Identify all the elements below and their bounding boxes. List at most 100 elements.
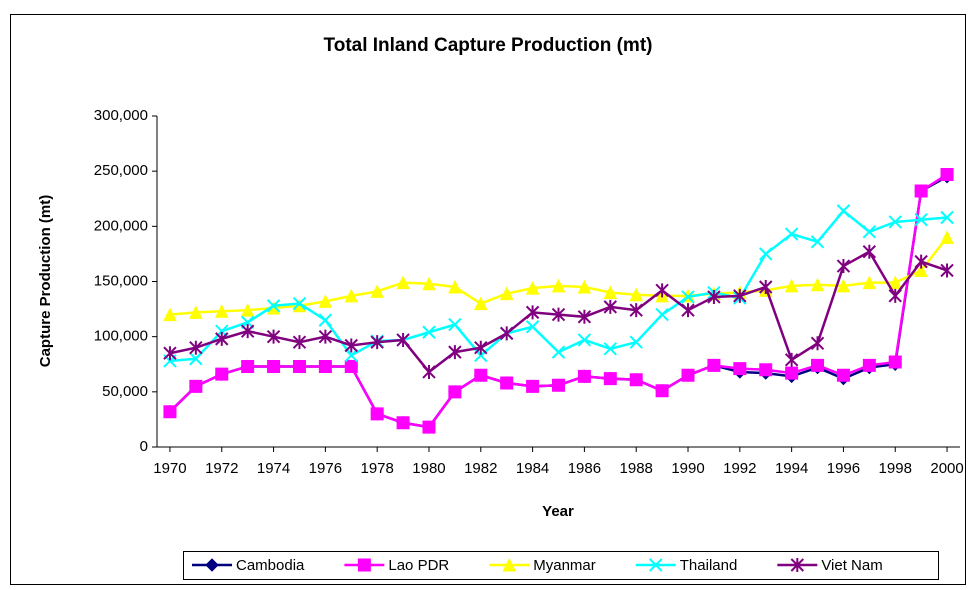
marker: [344, 288, 359, 303]
marker: [448, 385, 462, 399]
marker: [888, 275, 903, 290]
marker: [215, 367, 229, 381]
marker: [448, 317, 462, 332]
marker: [500, 376, 514, 390]
marker: [603, 372, 617, 386]
x-tick-label: 1990: [671, 460, 704, 477]
marker: [344, 338, 358, 353]
x-tick-label: 1986: [568, 460, 601, 477]
marker: [914, 263, 928, 277]
marker: [759, 280, 773, 295]
marker: [292, 335, 307, 350]
x-tick-label: 1974: [257, 460, 290, 477]
marker: [357, 558, 371, 572]
marker: [940, 210, 954, 225]
marker: [396, 275, 410, 290]
marker: [318, 359, 332, 373]
marker: [790, 558, 805, 572]
legend-label: Cambodia: [236, 557, 305, 574]
marker: [629, 303, 643, 318]
marker: [292, 296, 307, 311]
marker: [266, 299, 281, 313]
x-tick-label: 1994: [775, 460, 808, 477]
marker: [629, 335, 643, 349]
marker: [836, 368, 850, 382]
marker: [940, 230, 954, 244]
marker: [810, 277, 825, 292]
marker: [241, 359, 255, 373]
marker: [836, 278, 851, 293]
marker: [189, 305, 203, 319]
marker: [681, 303, 695, 318]
x-tick-label: 1984: [516, 460, 549, 477]
x-tick-label: 1976: [309, 460, 342, 477]
marker: [396, 332, 410, 347]
marker: [681, 290, 695, 304]
marker: [551, 278, 566, 293]
y-tick-label: 0: [140, 438, 148, 455]
marker: [240, 324, 255, 339]
marker: [318, 329, 333, 344]
marker: [422, 364, 436, 379]
marker: [784, 278, 799, 293]
marker: [603, 342, 618, 356]
marker: [525, 305, 540, 320]
marker: [448, 345, 462, 360]
marker: [552, 378, 565, 392]
marker: [785, 366, 799, 380]
marker: [474, 340, 488, 355]
marker: [292, 359, 306, 373]
x-tick-label: 1992: [723, 460, 756, 477]
marker: [810, 235, 825, 249]
marker: [733, 288, 747, 303]
marker: [940, 167, 954, 181]
marker: [862, 358, 876, 372]
x-tick-label: 2000: [930, 460, 963, 477]
y-tick-label: 300,000: [94, 107, 148, 124]
marker: [603, 299, 618, 314]
x-tick-label: 1996: [827, 460, 860, 477]
marker: [422, 420, 436, 434]
marker: [318, 294, 333, 308]
chart-title: Total Inland Capture Production (mt): [324, 35, 653, 56]
marker: [681, 368, 695, 382]
marker: [189, 340, 203, 355]
marker: [163, 307, 177, 322]
marker: [214, 304, 229, 318]
marker: [629, 287, 644, 302]
marker: [267, 359, 281, 373]
y-tick-label: 250,000: [94, 162, 148, 179]
marker: [914, 213, 928, 227]
marker: [551, 307, 566, 322]
marker: [189, 379, 203, 393]
marker: [888, 215, 902, 229]
x-tick-label: 1972: [205, 460, 238, 477]
marker: [629, 373, 643, 387]
marker: [655, 307, 669, 322]
marker: [370, 407, 384, 421]
marker: [655, 283, 669, 298]
marker: [784, 352, 799, 367]
x-tick-label: 1970: [153, 460, 186, 477]
marker: [888, 288, 902, 303]
marker: [502, 557, 517, 572]
marker: [577, 333, 592, 347]
marker: [396, 416, 410, 430]
y-tick-label: 150,000: [94, 272, 148, 289]
marker: [862, 275, 877, 290]
marker: [577, 279, 592, 294]
marker: [473, 296, 488, 311]
marker: [655, 384, 669, 398]
marker: [707, 289, 721, 304]
marker: [862, 244, 877, 259]
marker: [189, 352, 203, 366]
marker: [862, 225, 877, 239]
legend-label: Thailand: [680, 557, 738, 574]
marker: [577, 309, 592, 324]
marker: [499, 326, 514, 341]
x-axis-label: Year: [542, 503, 574, 520]
marker: [836, 204, 851, 218]
y-tick-label: 200,000: [94, 217, 148, 234]
marker: [422, 325, 436, 339]
